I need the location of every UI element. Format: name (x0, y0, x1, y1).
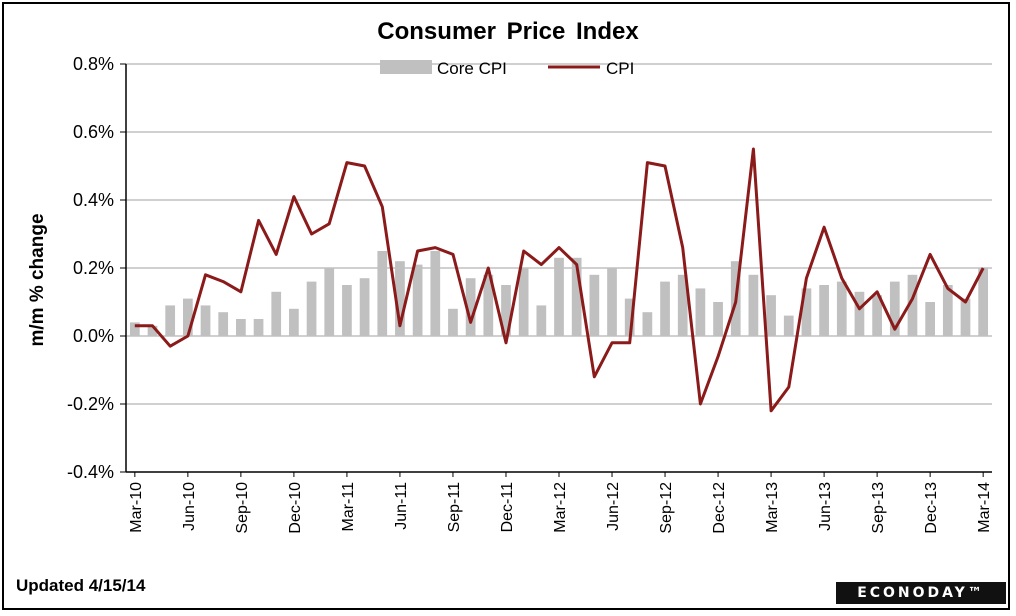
y-tick-label: -0.2% (67, 394, 114, 414)
core-cpi-bar (430, 251, 441, 336)
core-cpi-bar (783, 315, 794, 336)
legend: Core CPI CPI (380, 59, 634, 78)
y-tick-label: 0.0% (73, 326, 114, 346)
core-cpi-bar (748, 274, 759, 336)
core-cpi-bar (589, 274, 600, 336)
legend-swatch-core-cpi (380, 60, 432, 74)
axes (120, 63, 992, 477)
core-cpi-bar (766, 295, 776, 336)
core-cpi-bar (377, 251, 388, 336)
x-tick-label: Sep-12 (658, 482, 675, 534)
core-cpi-bar (147, 325, 158, 336)
core-cpi-bar (182, 298, 193, 336)
updated-note: Updated 4/15/14 (16, 576, 146, 595)
core-cpi-bar (465, 278, 476, 336)
core-cpi-bar (978, 268, 989, 336)
core-cpi-bar (359, 278, 370, 336)
core-cpi-bars (129, 251, 989, 336)
core-cpi-bar (942, 285, 953, 336)
x-tick-label: Mar-13 (764, 482, 781, 533)
x-tick-label: Sep-10 (234, 482, 251, 534)
cpi-line-layer (134, 147, 985, 413)
core-cpi-bar (836, 281, 847, 336)
core-cpi-bar (872, 295, 882, 336)
y-tick-label: 0.2% (73, 258, 114, 278)
y-tick-label: 0.6% (73, 122, 114, 142)
x-tick-label: Jun-13 (817, 482, 834, 531)
core-cpi-bar (801, 288, 812, 336)
x-tick-label: Jun-10 (181, 482, 198, 531)
core-cpi-bar (624, 298, 635, 336)
x-tick-label: Sep-11 (446, 482, 463, 533)
core-cpi-bar (854, 291, 865, 336)
core-cpi-bar (960, 298, 971, 336)
y-tick-label: -0.4% (67, 462, 114, 482)
core-cpi-bar (925, 302, 936, 336)
x-tick-label: Mar-11 (340, 482, 357, 532)
cpi-line (134, 147, 985, 413)
core-cpi-bar (907, 274, 918, 336)
core-cpi-bar (253, 319, 264, 336)
core-cpi-bar (395, 261, 405, 336)
core-cpi-bar (483, 274, 494, 336)
x-tick-label: Dec-10 (287, 482, 304, 534)
x-tick-label: Dec-11 (499, 482, 516, 532)
core-cpi-bar (713, 302, 723, 336)
core-cpi-bar (342, 285, 352, 336)
legend-label-cpi: CPI (606, 59, 634, 78)
core-cpi-bar (289, 308, 299, 336)
x-tick-label: Mar-14 (976, 482, 993, 533)
core-cpi-bar (306, 281, 317, 336)
x-tick-label: Dec-13 (923, 482, 940, 534)
core-cpi-bar (200, 305, 211, 336)
y-tick-label: 0.4% (73, 190, 114, 210)
core-cpi-bar (324, 268, 335, 336)
core-cpi-bar (218, 312, 229, 336)
core-cpi-bar (642, 312, 653, 336)
chart-title: Consumer Price Index (377, 18, 639, 45)
core-cpi-bar (236, 319, 246, 336)
core-cpi-bar (271, 291, 282, 336)
core-cpi-bar (448, 308, 458, 336)
x-tick-label: Dec-12 (711, 482, 728, 534)
core-cpi-bar (536, 305, 547, 336)
core-cpi-bar (554, 257, 564, 336)
x-tick-label: Jun-11 (393, 482, 410, 530)
x-tick-label: Jun-12 (605, 482, 622, 531)
y-tick-label: 0.8% (73, 54, 114, 74)
core-cpi-bar (819, 285, 829, 336)
core-cpi-bar (695, 288, 706, 336)
core-cpi-bar (412, 264, 423, 336)
core-cpi-bar (607, 268, 617, 336)
core-cpi-bar (660, 281, 670, 336)
core-cpi-bar (518, 268, 529, 336)
y-tick-labels: -0.4% -0.2% 0.0% 0.2% 0.4% 0.6% 0.8% (67, 54, 114, 482)
core-cpi-bar (165, 305, 176, 336)
legend-label-core-cpi: Core CPI (437, 59, 507, 78)
x-tick-label: Mar-12 (552, 482, 569, 533)
core-cpi-bar (571, 257, 582, 336)
x-tick-label: Mar-10 (128, 482, 145, 533)
econoday-logo: ECONODAY™ (836, 582, 1006, 604)
x-tick-label: Sep-13 (870, 482, 887, 534)
core-cpi-bar (677, 274, 688, 336)
x-tick-labels: Mar-10 Jun-10 Sep-10 Dec-10 Mar-11 Jun-11 Sep-… (128, 482, 993, 534)
core-cpi-bar (129, 322, 140, 336)
core-cpi-bar (889, 281, 900, 336)
core-cpi-bar (501, 285, 511, 336)
